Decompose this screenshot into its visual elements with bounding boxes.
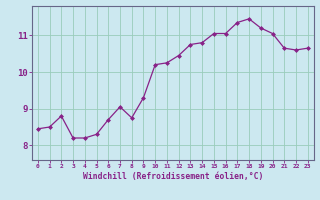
X-axis label: Windchill (Refroidissement éolien,°C): Windchill (Refroidissement éolien,°C) [83,172,263,181]
